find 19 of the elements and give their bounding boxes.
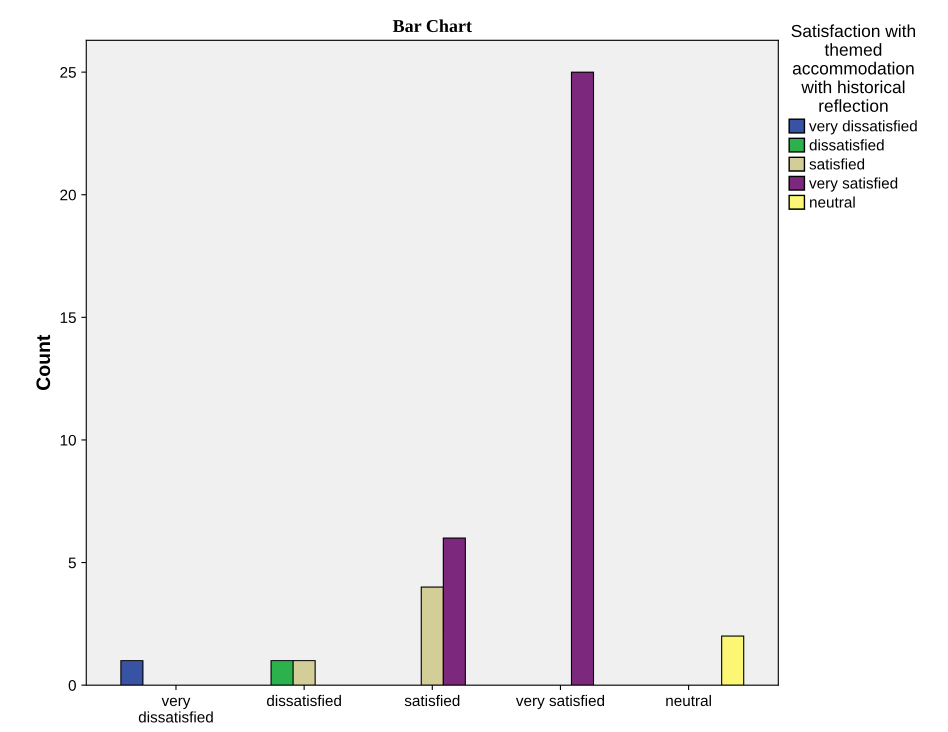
- legend-label: very satisfied: [809, 177, 898, 192]
- legend-label: satisfied: [809, 158, 864, 170]
- x-tick-label: very dissatisfied: [138, 698, 213, 723]
- y-tick-label: 15: [60, 312, 76, 324]
- y-tick-label: 5: [68, 558, 76, 568]
- y-tick-label: 10: [60, 434, 76, 446]
- legend-title: Satisfaction with themed accommodation with historical reflection: [792, 24, 916, 112]
- legend-label: neutral: [810, 196, 855, 208]
- x-tick-label: very satisfied: [516, 694, 604, 710]
- chart-title: Bar Chart: [392, 19, 472, 32]
- x-tick-label: satisfied: [404, 694, 460, 706]
- x-tick-label: neutral: [666, 694, 711, 706]
- y-axis-title: Count: [36, 334, 50, 390]
- y-tick-label: 25: [60, 67, 76, 78]
- x-tick-label: dissatisfied: [266, 694, 341, 706]
- y-tick-label: 0: [68, 680, 76, 691]
- legend-label: very dissatisfied: [809, 120, 917, 134]
- y-tick-label: 20: [60, 190, 76, 200]
- legend-label: dissatisfied: [810, 139, 884, 150]
